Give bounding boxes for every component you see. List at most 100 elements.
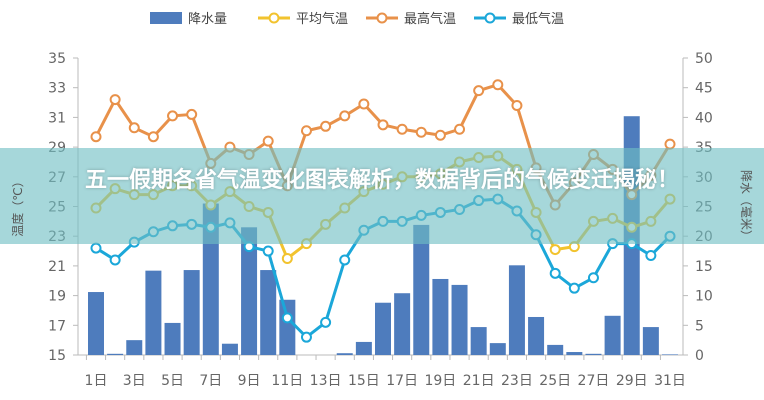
x-tick-label: 5日 [161,373,184,389]
y2-tick-label: 50 [695,51,713,67]
data-point [262,135,274,147]
x-tick-label: 17日 [386,373,418,389]
x-tick-label: 11日 [271,373,303,389]
precipitation-bar [336,353,353,355]
data-point [339,110,351,122]
x-tick-label: 13日 [310,373,342,389]
legend-label: 平均气温 [296,11,348,27]
precipitation-bar [451,284,468,355]
precipitation-bar [585,353,602,355]
x-tick-label: 9日 [238,373,261,389]
legend-label: 最低气温 [512,11,564,27]
y-tick-label: 33 [48,81,66,97]
legend-swatch-marker [484,12,496,24]
data-point [492,79,504,91]
data-point [473,85,485,97]
precipitation-bar [126,340,143,355]
y-tick-label: 17 [48,318,66,334]
data-point [511,100,523,112]
precipitation-bar [528,316,545,355]
data-point [358,98,370,110]
data-point [549,244,561,256]
data-point [262,245,274,257]
legend-label: 最高气温 [404,11,456,27]
precipitation-bar [145,270,162,355]
y-tick-label: 31 [48,110,66,126]
x-tick-label: 25日 [539,373,571,389]
data-point [147,131,159,143]
precipitation-bar [107,353,124,355]
data-point [568,282,580,294]
y2-tick-label: 5 [695,318,704,334]
data-point [320,316,332,328]
data-point [90,131,102,143]
data-point [645,250,657,262]
data-point [128,122,140,134]
precipitation-bar [489,343,506,355]
precipitation-bar [221,343,238,355]
precipitation-bar [241,227,258,355]
data-point [186,108,198,120]
legend: 降水量 平均气温 最高气温 最低气温 [150,11,564,27]
x-tick-label: 31日 [654,373,686,389]
data-point [167,110,179,122]
y2-tick-label: 45 [695,81,713,97]
x-tick-label: 29日 [616,373,648,389]
precipitation-bar [183,270,200,355]
x-tick-label: 3日 [123,373,146,389]
data-point [109,254,121,266]
data-point [300,331,312,343]
banner-title: 五一假期各省气温变化图表解析，数据背后的气候变迁揭秘！ [84,168,679,193]
precipitation-bar [88,292,104,355]
x-tick-label: 1日 [85,373,108,389]
y-tick-label: 15 [48,348,66,364]
data-point [454,123,466,135]
data-point [339,254,351,266]
precipitation-bar [604,315,621,355]
precipitation-bar [432,278,449,355]
data-point [434,129,446,141]
x-tick-label: 7日 [199,373,222,389]
precipitation-bar [566,352,583,355]
precipitation-bar [375,302,391,355]
data-point [90,242,102,254]
x-tick-label: 23日 [501,373,533,389]
data-point [300,125,312,137]
precipitation-bars [88,116,678,355]
x-tick-label: 21日 [463,373,495,389]
precipitation-bar [662,354,678,355]
precipitation-bar [470,327,487,355]
precipitation-bar [547,344,564,355]
y2-tick-label: 40 [695,110,713,126]
precipitation-bar [413,224,430,355]
x-tick-label: 19日 [424,373,456,389]
y-tick-label: 19 [48,289,66,305]
legend-swatch-bar [150,12,182,24]
legend-label: 降水量 [188,12,227,27]
legend-swatch-marker [268,12,280,24]
legend-swatch-marker [376,12,388,24]
title-banner: 五一假期各省气温变化图表解析，数据背后的气候变迁揭秘！ [0,148,764,244]
y2-tick-label: 0 [695,348,704,364]
data-point [281,312,293,324]
precipitation-bar [642,327,659,355]
precipitation-bar [260,270,277,355]
y2-tick-label: 10 [695,289,713,305]
x-tick-label: 27日 [578,373,610,389]
precipitation-bar [355,341,372,355]
precipitation-bar [394,293,411,355]
y-tick-label: 35 [48,51,66,67]
data-point [109,94,121,106]
precipitation-bar [164,322,181,355]
y2-tick-label: 15 [695,259,713,275]
y-tick-label: 21 [48,259,66,275]
x-tick-label: 15日 [348,373,380,389]
data-point [549,267,561,279]
precipitation-bar [279,299,296,355]
data-point [281,252,293,264]
data-point [587,272,599,284]
data-point [415,126,427,138]
precipitation-bar [508,265,525,355]
data-point [396,123,408,135]
data-point [320,120,332,132]
